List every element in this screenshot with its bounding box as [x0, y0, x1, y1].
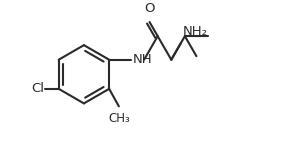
Text: Cl: Cl [31, 82, 44, 95]
Text: O: O [144, 2, 155, 15]
Text: NH: NH [132, 53, 152, 66]
Text: CH₃: CH₃ [108, 112, 130, 125]
Text: NH₂: NH₂ [183, 25, 208, 38]
